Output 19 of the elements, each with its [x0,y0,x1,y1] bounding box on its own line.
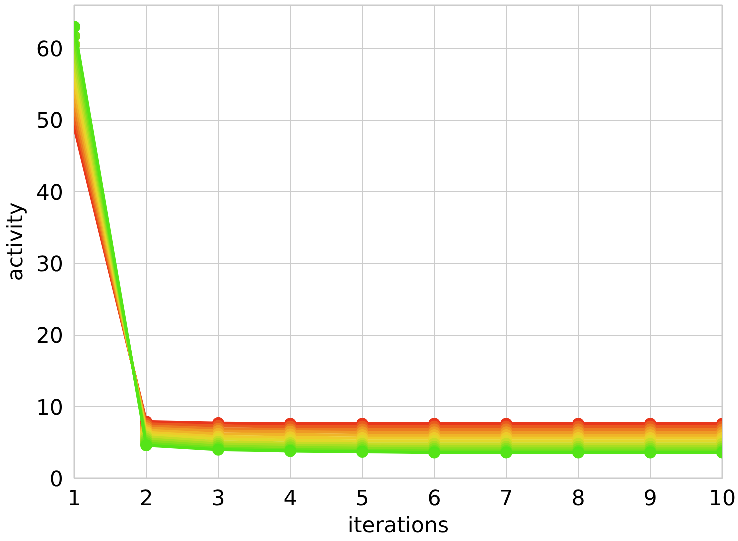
x-tick-label: 5 [356,486,370,512]
y-tick-label: 60 [36,38,64,62]
y-tick-label: 40 [36,180,64,206]
y-tick-label: 30 [36,252,64,278]
y-tick-label: 0 [50,468,64,492]
x-tick-label: 1 [68,486,82,512]
x-tick-label: 7 [500,486,514,512]
x-axis-title: iterations [348,514,450,538]
y-tick-label: 50 [36,109,64,134]
x-tick-label: 9 [644,486,658,512]
x-tick-label: 10 [708,486,736,512]
x-tick-label: 2 [140,486,154,512]
x-tick-label: 6 [428,486,442,512]
y-tick-label: 20 [36,324,64,350]
y-tick-label: 10 [36,396,64,421]
y-axis-title: activity [3,202,28,282]
x-tick-label: 3 [212,486,226,512]
x-tick-label: 8 [572,486,586,512]
x-tick-label: 4 [284,486,298,512]
